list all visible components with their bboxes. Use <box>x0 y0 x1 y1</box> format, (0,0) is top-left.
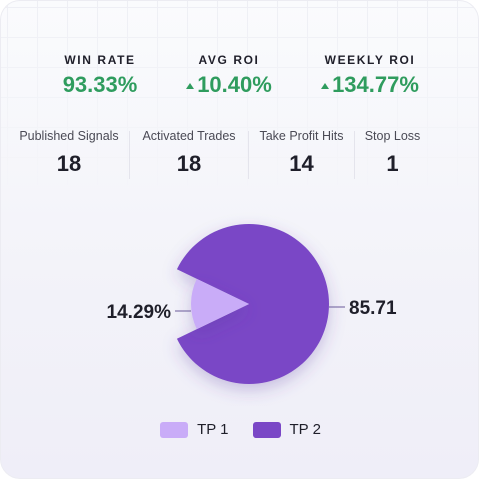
stat-stop-loss: Stop Loss 1 <box>355 125 430 183</box>
legend-swatch <box>160 421 189 438</box>
stat-label: Published Signals <box>19 129 119 143</box>
stat-value: 14 <box>289 151 314 176</box>
stat-value: 1 <box>386 151 399 176</box>
stat-value: 18 <box>176 151 202 176</box>
divider <box>248 131 249 179</box>
pie-chart: 14.29% 85.71 <box>1 196 478 406</box>
kpi-value: 134.77% <box>332 72 419 97</box>
data-label-tp-1: 14.29% <box>107 302 172 323</box>
chart-legend: TP 1 TP 2 <box>1 421 478 438</box>
divider <box>354 131 355 179</box>
legend-item-tp-2[interactable]: TP 2 <box>252 421 321 438</box>
kpi-avg-roi: AVG ROI 10.40% <box>149 51 309 100</box>
kpi-value-wrap: 10.40% <box>149 70 309 100</box>
divider <box>129 131 130 179</box>
kpi-row: WIN RATE 93.33% AVG ROI 10.40% WEEKLY RO… <box>1 51 478 101</box>
kpi-value-wrap: 134.77% <box>290 70 450 100</box>
data-label-tp-2: 85.71 <box>349 298 397 319</box>
stat-label: Take Profit Hits <box>259 129 344 143</box>
stats-row: Published Signals 18 Activated Trades 18… <box>9 125 474 183</box>
kpi-label: AVG ROI <box>198 53 260 67</box>
stat-published-signals: Published Signals 18 <box>9 125 129 183</box>
kpi-weekly-roi: WEEKLY ROI 134.77% <box>290 51 450 100</box>
pie-slice-tp-1[interactable] <box>190 278 249 330</box>
legend-label: TP 2 <box>289 421 321 438</box>
pie-slice-tp-2[interactable] <box>176 224 330 384</box>
kpi-value: 10.40% <box>197 72 272 97</box>
stat-take-profit-hits: Take Profit Hits 14 <box>249 125 354 183</box>
kpi-label: WEEKLY ROI <box>324 53 416 67</box>
pie-chart-svg: 14.29% 85.71 <box>107 224 397 384</box>
stat-label: Stop Loss <box>364 129 421 143</box>
legend-swatch <box>252 421 281 438</box>
triangle-up-icon <box>321 83 330 89</box>
kpi-label: WIN RATE <box>64 53 136 67</box>
stat-value: 18 <box>56 151 82 176</box>
stat-label: Activated Trades <box>142 129 236 143</box>
background-grid <box>1 1 478 191</box>
kpi-win-rate: WIN RATE 93.33% <box>20 51 180 100</box>
legend-item-tp-1[interactable]: TP 1 <box>160 421 229 438</box>
kpi-value: 93.33% <box>62 72 138 97</box>
legend-label: TP 1 <box>197 421 229 438</box>
stat-activated-trades: Activated Trades 18 <box>130 125 248 183</box>
triangle-up-icon <box>186 83 195 89</box>
